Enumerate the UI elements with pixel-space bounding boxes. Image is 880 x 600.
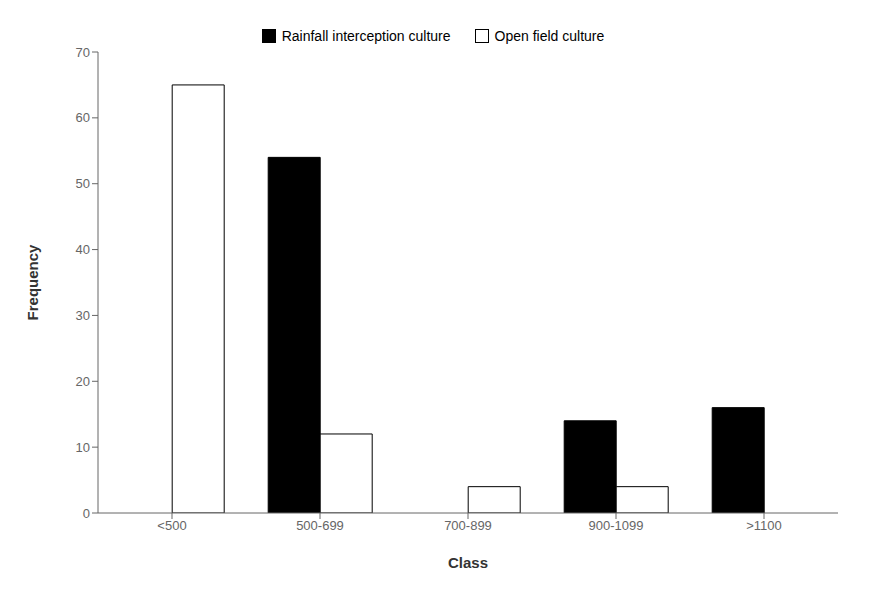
svg-text:900-1099: 900-1099: [589, 518, 644, 533]
svg-text:500-699: 500-699: [296, 518, 344, 533]
svg-text:20: 20: [76, 374, 90, 389]
html-text:Open field culture: Open field culture: [494, 28, 605, 44]
svg-text:700-899: 700-899: [444, 518, 492, 533]
svg-text:>1100: >1100: [746, 518, 782, 533]
svg-text:50: 50: [76, 176, 90, 191]
svg-text:30: 30: [76, 308, 90, 323]
svg-text:Class: Class: [448, 554, 488, 571]
svg-text:Frequency: Frequency: [24, 244, 41, 321]
svg-text:70: 70: [76, 45, 90, 60]
svg-text:10: 10: [76, 440, 90, 455]
html-text:Rainfall interception culture: Rainfall interception culture: [281, 28, 451, 44]
svg-text:<500: <500: [157, 518, 186, 533]
svg-text:40: 40: [76, 242, 90, 257]
svg-text:60: 60: [76, 110, 90, 125]
svg-text:0: 0: [83, 506, 90, 521]
